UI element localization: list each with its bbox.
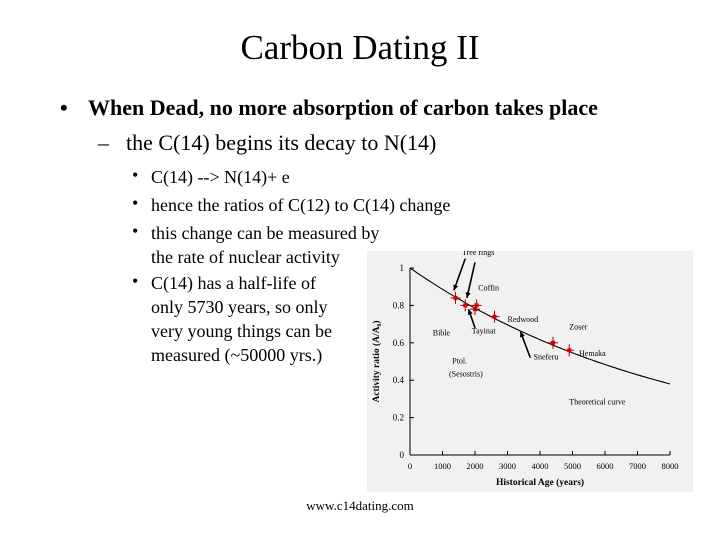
x-tick-label: 5000 (564, 461, 581, 471)
data-point (492, 314, 497, 319)
decay-chart: 0 0.2 0.4 0.6 0.8 1 0 1000 2000 3000 4000 5000 6000 7… (367, 251, 693, 492)
annotation-label: Sneferu (534, 353, 559, 362)
x-tick-label: 0 (408, 461, 412, 471)
arrow-pointer-icon (453, 258, 467, 291)
item-text: C(14) --> N(14)+ e (151, 167, 290, 187)
y-tick-label: 0 (400, 450, 405, 460)
arrow-pointer-icon (466, 262, 476, 299)
arrow-head-icon (467, 309, 473, 316)
item-text: hence the ratios of C(12) to C(14) chang… (151, 195, 451, 215)
annotation-label: Redwood (508, 315, 539, 324)
bullet-icon: • (132, 221, 139, 241)
annotation-label: Zoser (569, 323, 588, 332)
source-footer: www.c14dating.com (306, 498, 414, 513)
y-tick-label: 0.8 (393, 300, 405, 310)
data-point (473, 307, 477, 312)
x-tick-label: 3000 (499, 461, 516, 471)
arrow-head-icon (453, 284, 459, 291)
theoretical-curve-line (409, 267, 671, 385)
bullet-icon: • (132, 165, 139, 185)
annotation-label: Tree rings (462, 251, 494, 257)
bullet-text: When Dead, no more absorption of carbon … (88, 95, 598, 120)
x-tick-label: 1000 (434, 461, 451, 471)
sub-bullet-text: the C(14) begins its decay to N(14) (126, 130, 437, 155)
x-tick-label: 8000 (662, 461, 679, 471)
slide-title: Carbon Dating II (240, 28, 480, 67)
annotation-label: Theoretical curve (569, 398, 626, 407)
item-text: this change can be measured by the rate … (151, 223, 380, 267)
y-axis-label: Activity ratio (A/A₀) (371, 321, 382, 403)
item-text: C(14) has a half-life of only 5730 years… (151, 273, 332, 365)
dash-icon: – (98, 130, 109, 155)
arrow-head-icon (465, 292, 471, 298)
annotation-label: Coffin (478, 283, 499, 292)
annotation-label: Bible (433, 328, 451, 337)
data-point (567, 348, 572, 353)
bullet-icon: • (132, 193, 139, 213)
y-tick-label: 1 (400, 263, 405, 273)
x-tick-label: 4000 (532, 461, 549, 471)
decay-chart-svg: 0 0.2 0.4 0.6 0.8 1 0 1000 2000 3000 4000 5000 6000 7… (371, 251, 679, 488)
y-tick-label: 0.4 (393, 375, 405, 385)
annotation-label: (Sesostris) (449, 369, 483, 378)
x-tick-label: 6000 (597, 461, 614, 471)
y-tick-label: 0.2 (393, 413, 404, 423)
data-point (453, 295, 458, 300)
x-tick-label: 2000 (467, 461, 484, 471)
bullet-icon: • (60, 95, 68, 120)
y-tick-label: 0.6 (393, 338, 405, 348)
annotation-label: Tayinat (472, 326, 497, 335)
annotation-label: Ptol. (452, 356, 467, 365)
x-tick-label: 7000 (629, 461, 646, 471)
arrow-head-icon (519, 331, 525, 338)
annotation-label: Hemaka (579, 349, 606, 358)
data-point (463, 303, 468, 308)
data-point (474, 303, 479, 308)
x-axis-label: Historical Age (years) (496, 477, 584, 488)
data-point (551, 340, 555, 345)
bullet-icon: • (132, 271, 139, 291)
